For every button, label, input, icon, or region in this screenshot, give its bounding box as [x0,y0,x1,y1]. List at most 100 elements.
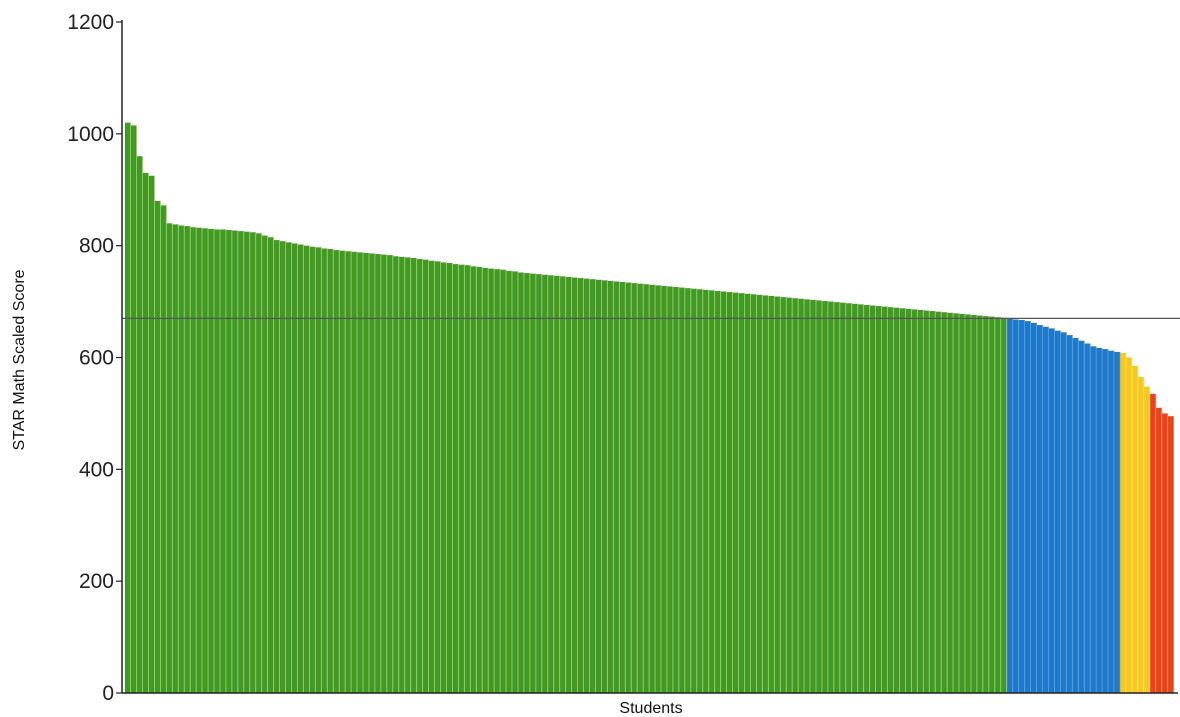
bar-green [601,280,608,693]
bar-green [798,298,805,693]
bar-green [703,289,710,693]
bar-green [446,263,453,693]
bars-group [125,122,1174,694]
bar-yellow [1126,357,1133,693]
bar-green [625,282,632,693]
bar-blue [1007,318,1014,693]
bar-green [345,251,352,693]
bar-green [858,304,865,693]
bar-green [470,266,477,693]
bar-green [750,294,757,693]
y-tick-label: 800 [79,235,114,258]
bar-green [774,296,781,693]
bar-blue [1060,332,1067,693]
bar-green [911,309,918,693]
bar-green [327,249,334,693]
bar-green [917,309,924,693]
bar-green [506,270,513,693]
bar-green [363,252,370,693]
bar-green [542,274,549,693]
bar-green [965,314,972,693]
y-axis-title: STAR Math Scaled Score [11,269,28,450]
bar-green [393,256,400,693]
bar-green [995,317,1002,693]
bar-blue [1084,343,1091,693]
bar-green [333,250,340,693]
bar-green [190,227,197,693]
bar-green [643,284,650,693]
bar-green [875,306,882,693]
bar-green [166,223,173,694]
bar-green [816,300,823,693]
bar-blue [1114,351,1121,693]
bar-green [649,284,656,693]
bar-green [941,312,948,693]
bar-green [440,262,447,693]
bar-green [619,282,626,693]
bar-green [548,275,555,693]
bar-green [971,315,978,693]
bar-blue [1013,319,1020,693]
bar-green [864,304,871,693]
bar-green [250,232,257,693]
bar-green [709,290,716,693]
bar-green [726,292,733,693]
bar-green [983,316,990,693]
bar-green [804,299,811,693]
bar-green [256,233,263,694]
bar-green [953,313,960,693]
bar-green [929,311,936,693]
bar-green [560,276,567,693]
bar-green [482,268,489,693]
bar-green [595,279,602,693]
bar-red [1168,416,1174,693]
bar-green [464,265,471,693]
bar-green [607,280,614,693]
bar-green [792,298,799,693]
bar-green [423,259,429,693]
y-tick-label: 400 [79,458,114,481]
y-tick-label: 0 [102,682,114,705]
bar-green [351,251,358,693]
bar-green [125,122,131,693]
bar-green [387,255,394,694]
bar-green [685,288,692,693]
bar-green [130,125,137,693]
bar-green [381,254,388,694]
bar-green [530,273,537,694]
bar-green [846,303,853,693]
bar-blue [1024,321,1031,693]
bar-green [756,294,763,693]
bar-green [315,247,322,693]
bar-yellow [1120,353,1127,693]
bar-green [589,279,596,693]
bar-yellow [1138,377,1145,693]
bar-green [172,224,179,694]
bar-green [959,313,966,693]
bar-green [738,293,745,693]
bar-green [661,285,668,693]
bar-red [1162,413,1169,693]
bar-green [977,315,984,693]
bar-green [208,228,215,693]
bar-green [893,307,900,693]
bar-green [405,257,412,693]
bar-green [834,302,841,693]
bar-green [667,286,674,693]
bar-green [923,310,930,693]
bar-green [935,311,942,693]
bar-blue [1102,349,1109,693]
bar-blue [1096,347,1103,693]
bar-blue [1042,326,1049,693]
bar-green [214,229,221,693]
bar-green [476,266,483,693]
bar-green [697,289,704,693]
bar-green [500,269,507,693]
bar-blue [1072,337,1079,693]
bar-green [870,305,876,693]
bar-green [339,250,346,693]
bar-green [947,312,954,693]
bar-green [810,299,817,693]
bar-yellow [1144,386,1151,693]
bar-green [226,230,233,693]
